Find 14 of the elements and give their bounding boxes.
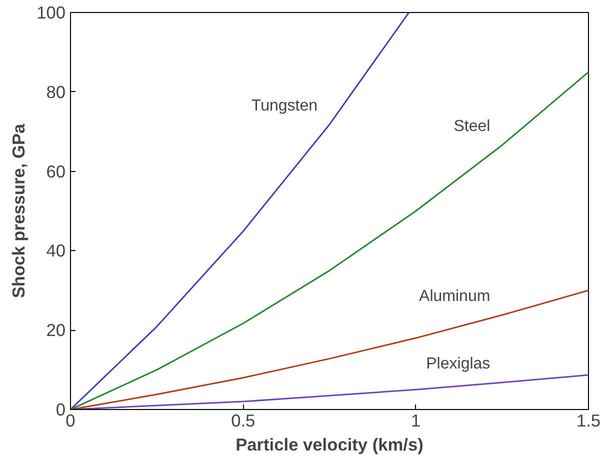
series-label: Tungsten [251, 97, 318, 114]
series-label: Steel [454, 118, 490, 136]
series-label: Plexiglas [426, 356, 490, 373]
x-tick-label: 0.5 [231, 410, 256, 430]
x-tick-label: 1 [411, 410, 421, 430]
y-tick-label: 60 [46, 161, 66, 182]
y-tick-label: 20 [46, 320, 66, 340]
y-tick-label: 40 [46, 240, 66, 261]
y-tick-label: 80 [46, 82, 66, 102]
x-tick-label: 1.5 [576, 410, 601, 430]
series-label: Aluminum [419, 288, 490, 306]
y-axis-title: Shock pressure, GPa [8, 123, 29, 298]
x-axis-title: Particle velocity (km/s) [236, 434, 424, 454]
y-tick-label: 100 [36, 2, 66, 22]
